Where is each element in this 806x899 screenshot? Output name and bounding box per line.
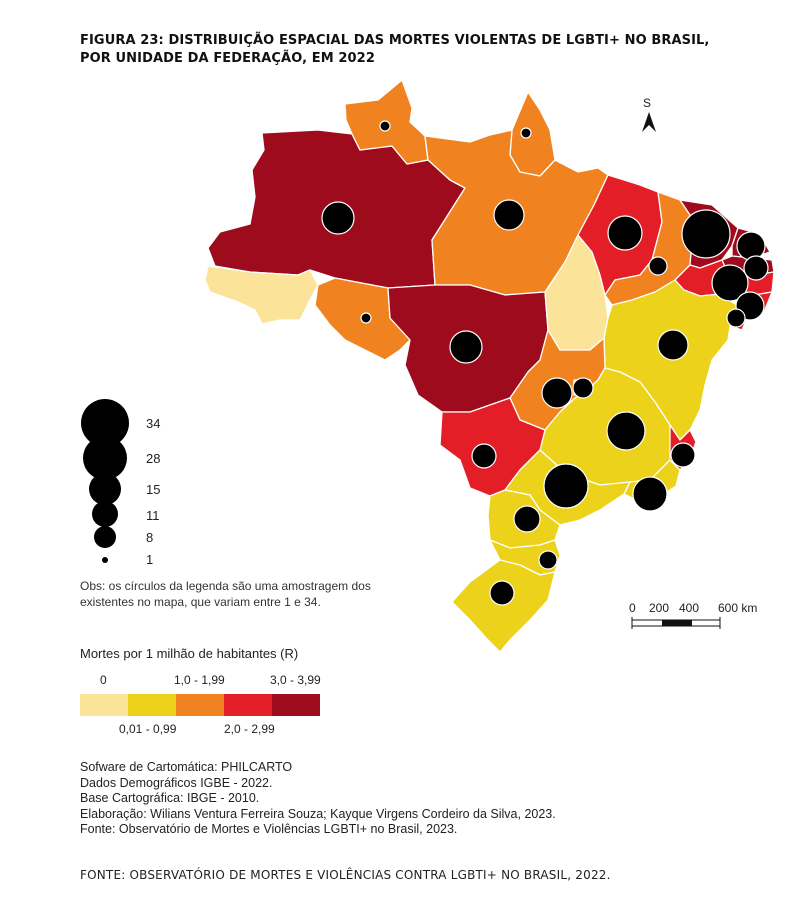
circle-ceara <box>681 209 731 259</box>
credit-line-source: Fonte: Observatório de Mortes e Violênci… <box>80 822 458 836</box>
circle-rondonia <box>360 312 372 324</box>
circle-pernambuco <box>711 264 749 302</box>
color-box-3 <box>224 694 272 716</box>
scale-label-400: 400 <box>679 601 700 615</box>
legend-label-11: 11 <box>146 508 160 523</box>
state-rio-grande-do-sul <box>451 559 556 653</box>
circle-goias <box>541 377 573 409</box>
circle-rio-grande-do-norte <box>736 231 766 261</box>
circle-mato-grosso-do-sul <box>471 443 497 469</box>
credit-line-cartography: Base Cartográfica: IBGE - 2010. <box>80 791 260 805</box>
color-box-4 <box>272 694 320 716</box>
title-line-1: FIGURA 23: DISTRIBUIÇÃO ESPACIAL DAS MOR… <box>80 33 710 48</box>
color-legend-title: Mortes por 1 milhão de habitantes (R) <box>80 646 299 661</box>
legend-circle-8 <box>94 526 116 548</box>
class-label-3: 2,0 - 2,99 <box>224 722 275 736</box>
figure-title: FIGURA 23: DISTRIBUIÇÃO ESPACIAL DAS MOR… <box>80 32 720 68</box>
legend-circle-1 <box>102 557 108 563</box>
circle-bahia <box>657 329 689 361</box>
north-label: S <box>643 96 652 110</box>
circle-roraima <box>379 120 391 132</box>
circle-santa-catarina <box>538 550 558 570</box>
color-box-2 <box>176 694 224 716</box>
legend-label-34: 34 <box>146 416 161 431</box>
circle-piaui <box>648 256 668 276</box>
legend-label-8: 8 <box>146 530 154 545</box>
circle-sao-paulo <box>543 463 589 509</box>
footer-source: FONTE: OBSERVATÓRIO DE MORTES E VIOLÊNCI… <box>80 868 611 882</box>
class-label-0: 0 <box>100 673 107 687</box>
class-label-2: 1,0 - 1,99 <box>174 673 225 687</box>
legend-circle-34 <box>81 399 129 447</box>
north-arrow-icon <box>642 112 656 132</box>
circle-distrito-federal <box>572 377 594 399</box>
circle-rio-de-janeiro <box>632 476 668 512</box>
legend-circle-15 <box>89 473 121 505</box>
circle-para <box>493 199 525 231</box>
scale-bar <box>631 617 721 629</box>
circle-amapa <box>520 127 532 139</box>
circle-sergipe <box>726 308 746 328</box>
circle-parana <box>513 505 541 533</box>
circle-rio-grande-do-sul <box>489 580 515 606</box>
circle-espirito-santo <box>670 442 696 468</box>
credit-line-software: Sofware de Cartomática: PHILCARTO <box>80 760 293 774</box>
credits: Sofware de Cartomática: PHILCARTO Dados … <box>80 760 556 838</box>
legend-label-15: 15 <box>146 482 161 497</box>
legend-label-28: 28 <box>146 451 161 466</box>
state-acre <box>204 265 319 325</box>
circle-minas-gerais <box>606 411 646 451</box>
credit-line-authors: Elaboração: Wilians Ventura Ferreira Sou… <box>80 806 556 821</box>
scale-label-600: 600 km <box>718 601 758 615</box>
credit-line-demographics: Dados Demográficos IGBE - 2022. <box>80 775 273 790</box>
class-label-1: 0,01 - 0,99 <box>119 722 177 736</box>
circle-amazonas <box>321 201 355 235</box>
circle-legend-symbols <box>81 399 129 563</box>
circle-mato-grosso <box>449 330 483 364</box>
title-line-2: POR UNIDADE DA FEDERAÇÃO, EM 2022 <box>80 51 375 66</box>
color-legend-boxes <box>80 694 320 716</box>
legend-circle-11 <box>92 501 118 527</box>
legend-note: Obs: os círculos da legenda são uma amos… <box>80 579 371 609</box>
scale-label-200: 200 <box>649 601 670 615</box>
color-box-0 <box>80 694 128 716</box>
class-label-4: 3,0 - 3,99 <box>270 673 321 687</box>
legend-circle-28 <box>83 436 127 480</box>
circle-paraiba <box>743 255 769 281</box>
circle-maranhao <box>607 215 643 251</box>
state-amapa <box>509 91 556 177</box>
scale-label-0: 0 <box>629 601 636 615</box>
color-box-1 <box>128 694 176 716</box>
legend-label-1: 1 <box>146 552 154 567</box>
